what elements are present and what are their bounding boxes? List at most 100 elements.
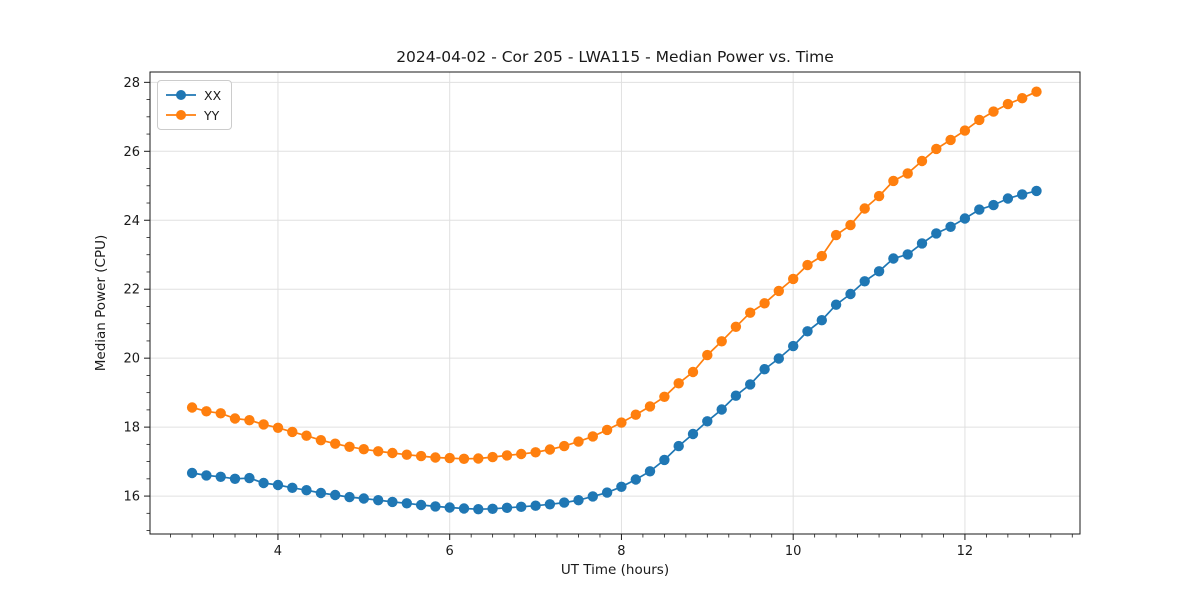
data-point-xx xyxy=(1002,193,1014,204)
data-point-yy xyxy=(830,229,842,241)
data-point-xx xyxy=(301,485,312,496)
data-point-xx xyxy=(530,500,541,511)
data-point-xx xyxy=(873,266,885,277)
y-axis-label: Median Power (CPU) xyxy=(93,234,109,372)
data-point-yy xyxy=(330,438,341,449)
data-point-yy xyxy=(201,406,212,417)
data-point-yy xyxy=(659,391,670,402)
legend-item-yy: YY xyxy=(165,105,221,125)
data-point-xx xyxy=(272,479,284,491)
data-point-yy xyxy=(931,143,942,155)
data-point-xx xyxy=(516,501,527,512)
legend-line-marker-icon xyxy=(166,110,196,120)
legend: XX YY xyxy=(157,80,233,130)
data-point-xx xyxy=(816,315,827,326)
legend-label-yy: YY xyxy=(204,107,220,123)
y-tick-label: 26 xyxy=(123,145,140,160)
data-point-yy xyxy=(373,446,384,457)
x-tick-label: 12 xyxy=(957,544,974,559)
x-tick-label: 6 xyxy=(446,544,454,559)
x-tick-label: 4 xyxy=(274,544,282,559)
data-point-xx xyxy=(1017,189,1028,200)
legend-item-xx: XX xyxy=(165,85,221,105)
data-point-xx xyxy=(559,497,570,508)
data-point-xx xyxy=(258,477,269,489)
data-point-yy xyxy=(215,408,226,419)
data-point-yy xyxy=(816,250,827,262)
data-point-yy xyxy=(859,203,870,214)
data-point-xx xyxy=(931,228,942,239)
data-point-xx xyxy=(430,501,441,512)
data-point-yy xyxy=(501,450,513,461)
data-point-yy xyxy=(873,190,885,202)
data-point-yy xyxy=(845,219,856,231)
data-point-yy xyxy=(673,378,684,389)
series-line-xx xyxy=(191,190,1037,511)
data-point-xx xyxy=(1031,185,1042,197)
y-tick-label: 20 xyxy=(123,352,140,367)
data-point-yy xyxy=(1031,86,1042,97)
series-line-yy xyxy=(191,90,1037,460)
data-point-xx xyxy=(773,353,784,364)
data-point-xx xyxy=(687,428,699,440)
x-axis-label: UT Time (hours) xyxy=(560,562,670,578)
data-point-yy xyxy=(773,285,784,297)
data-point-xx xyxy=(716,404,727,415)
data-point-xx xyxy=(229,473,241,484)
data-point-xx xyxy=(644,466,656,477)
data-point-xx xyxy=(601,487,613,498)
data-point-yy xyxy=(186,402,198,413)
data-point-xx xyxy=(616,481,627,492)
data-point-yy xyxy=(788,273,799,285)
data-point-yy xyxy=(974,114,985,126)
data-point-yy xyxy=(559,440,570,452)
data-point-xx xyxy=(287,482,298,493)
data-point-xx xyxy=(401,498,412,509)
data-point-xx xyxy=(702,416,713,427)
x-tick-label: 8 xyxy=(617,544,625,559)
data-point-yy xyxy=(473,453,484,464)
data-point-xx xyxy=(916,238,928,249)
data-point-yy xyxy=(516,448,527,460)
data-point-yy xyxy=(573,436,584,447)
data-point-yy xyxy=(945,134,956,146)
data-point-yy xyxy=(730,321,742,332)
data-point-xx xyxy=(215,471,226,482)
data-point-yy xyxy=(287,426,298,438)
data-point-yy xyxy=(888,175,899,187)
data-point-yy xyxy=(444,452,455,464)
data-point-yy xyxy=(315,435,327,446)
data-point-xx xyxy=(201,470,212,481)
data-point-yy xyxy=(902,168,913,179)
data-point-yy xyxy=(229,413,241,424)
data-point-xx xyxy=(802,326,813,337)
y-tick-label: 22 xyxy=(123,283,140,298)
data-point-yy xyxy=(687,366,699,378)
data-point-xx xyxy=(473,504,484,515)
data-point-xx xyxy=(501,502,513,513)
data-point-yy xyxy=(272,422,284,433)
data-point-xx xyxy=(830,299,842,310)
data-point-xx xyxy=(330,489,341,501)
data-point-xx xyxy=(788,340,799,352)
data-point-xx xyxy=(387,496,398,508)
data-point-yy xyxy=(415,450,427,462)
data-point-yy xyxy=(959,125,971,136)
data-point-yy xyxy=(244,415,255,426)
y-tick-label: 24 xyxy=(123,214,140,229)
data-point-xx xyxy=(759,364,770,375)
data-point-yy xyxy=(716,336,727,347)
data-point-xx xyxy=(945,221,956,232)
legend-line-marker-icon xyxy=(166,90,196,100)
data-point-xx xyxy=(859,276,870,287)
data-point-xx xyxy=(630,474,641,485)
data-point-yy xyxy=(802,259,813,271)
data-point-yy xyxy=(458,453,470,464)
data-point-yy xyxy=(759,298,770,309)
data-point-yy xyxy=(430,452,441,463)
data-point-yy xyxy=(1017,93,1028,104)
data-point-yy xyxy=(587,431,598,442)
data-point-yy xyxy=(487,451,498,463)
